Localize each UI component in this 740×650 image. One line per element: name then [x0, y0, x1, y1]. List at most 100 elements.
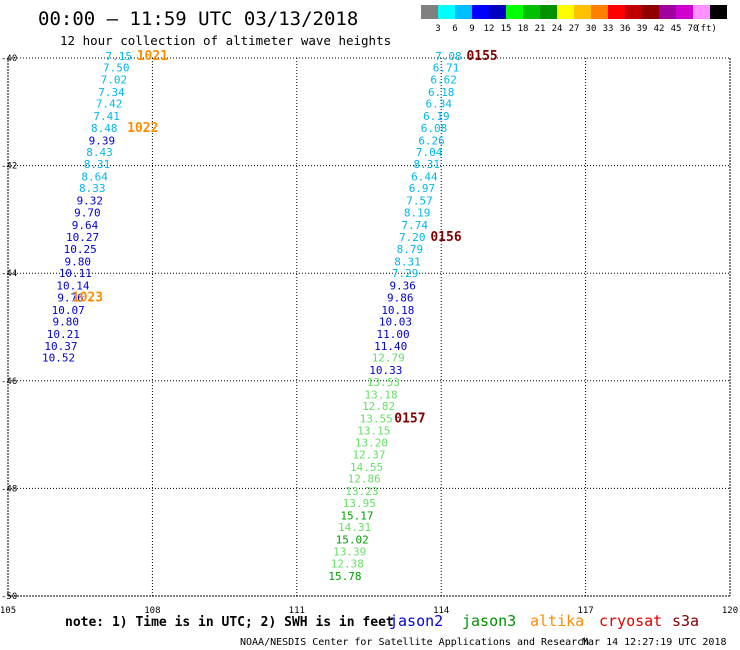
wave-height-value: 8.19 [404, 206, 431, 219]
lon-tick-label: 114 [433, 606, 449, 616]
colorbar-label: 21 [535, 24, 546, 34]
wave-height-value: 13.23 [345, 485, 378, 498]
footer-note: note: 1) Time is in UTC; 2) SWH is in fe… [65, 615, 394, 630]
wave-height-value: 8.31 [84, 158, 111, 171]
wave-height-value: 7.42 [96, 98, 123, 111]
satellite-legend-item: jason2 [389, 612, 443, 630]
pass-time-label: 1022 [127, 121, 158, 136]
lat-tick-label: -48 [1, 484, 17, 494]
colorbar-swatch [676, 5, 693, 19]
lat-tick-label: -42 [1, 162, 17, 172]
wave-height-value: 10.25 [64, 243, 97, 256]
wave-height-value: 10.52 [42, 352, 75, 365]
wave-height-value: 10.33 [369, 364, 402, 377]
lat-tick-label: -44 [1, 269, 17, 279]
pass-time-label: 0157 [394, 411, 425, 426]
page-title: 00:00 – 11:59 UTC 03/13/2018 [38, 8, 358, 30]
satellite-legend: jason2 jason3 altika cryosat s3a [389, 612, 699, 630]
footer: note: 1) Time is in UTC; 2) SWH is in fe… [65, 612, 727, 648]
wave-height-value: 12.79 [372, 352, 405, 365]
wave-height-value: 7.20 [399, 231, 426, 244]
wave-height-value: 7.02 [101, 74, 128, 87]
colorbar-swatch [574, 5, 591, 19]
wave-height-value: 9.76 [57, 291, 84, 304]
wave-height-value: 10.03 [379, 316, 412, 329]
wave-height-value: 12.82 [362, 400, 395, 413]
wave-height-value: 10.14 [56, 280, 89, 293]
wave-height-value: 13.39 [333, 545, 366, 558]
wave-height-value: 13.53 [367, 376, 400, 389]
wave-height-value: 9.64 [72, 219, 99, 232]
wave-height-value: 6.26 [418, 134, 445, 147]
wave-height-value: 12.37 [352, 449, 385, 462]
wave-height-value: 7.15 [105, 50, 132, 63]
colorbar-label: 70 [688, 24, 699, 34]
lon-tick-label: 105 [0, 606, 16, 616]
colorbar-unit: (ft) [695, 24, 717, 34]
wave-height-value: 10.21 [47, 328, 80, 341]
lat-tick-label: -46 [1, 377, 17, 387]
wave-height-value: 6.19 [423, 110, 450, 123]
wave-height-value: 13.95 [343, 497, 376, 510]
wave-height-value: 14.55 [350, 461, 383, 474]
lon-tick-label: 117 [577, 606, 593, 616]
wave-height-value: 7.50 [103, 62, 130, 75]
wave-height-value: 6.08 [421, 122, 448, 135]
footer-credit: NOAA/NESDIS Center for Satellite Applica… [240, 637, 589, 648]
satellite-legend-item: altika [530, 612, 584, 630]
wave-height-value: 9.80 [65, 255, 92, 268]
satellite-track: 7.157.507.027.347.427.418.489.398.438.31… [42, 49, 168, 365]
wave-height-value: 15.02 [336, 534, 369, 547]
altimeter-tracks: 7.157.507.027.347.427.418.489.398.438.31… [42, 49, 498, 583]
wave-height-value: 9.86 [387, 291, 414, 304]
colorbar-swatch [608, 5, 625, 19]
colorbar-swatch [455, 5, 472, 19]
wave-height-value: 7.41 [93, 110, 120, 123]
wave-height-value: 9.36 [389, 280, 416, 293]
wave-height-value: 11.40 [374, 340, 407, 353]
colorbar-label: 27 [569, 24, 580, 34]
wave-height-value: 10.18 [381, 304, 414, 317]
lon-tick-label: 108 [144, 606, 160, 616]
wave-height-value: 10.07 [52, 304, 85, 317]
satellite-legend-item: s3a [672, 612, 699, 630]
page-subtitle: 12 hour collection of altimeter wave hei… [60, 33, 391, 48]
colorbar-swatch [540, 5, 557, 19]
map-grid: 105 108 111 114 117 120 -40 -42 -44 -46 -48 -50 [0, 54, 738, 616]
colorbar-swatch [506, 5, 523, 19]
wave-height-value: 6.44 [411, 170, 438, 183]
wave-height-value: 8.31 [394, 255, 421, 268]
wave-height-value: 15.78 [328, 570, 361, 583]
wave-height-value: 12.38 [331, 558, 364, 571]
wave-height-value: 12.86 [348, 473, 381, 486]
wave-height-value: 7.57 [406, 195, 433, 208]
colorbar-label: 6 [452, 24, 457, 34]
wave-height-value: 13.20 [355, 437, 388, 450]
satellite-track: 7.086.716.626.186.346.196.086.267.048.31… [328, 49, 497, 583]
header: 00:00 – 11:59 UTC 03/13/2018 12 hour col… [38, 8, 391, 48]
colorbar-label: 12 [484, 24, 495, 34]
colorbar-label: 42 [654, 24, 665, 34]
pass-time-label: 0156 [430, 230, 461, 245]
wave-height-value: 9.39 [89, 134, 116, 147]
colorbar-swatch [523, 5, 540, 19]
wave-height-value: 8.31 [414, 158, 441, 171]
colorbar-swatch [625, 5, 642, 19]
pass-time-label: 1023 [72, 290, 103, 305]
wave-height-value: 8.33 [79, 182, 106, 195]
wave-height-value: 13.18 [364, 388, 397, 401]
wave-height-value: 10.27 [66, 231, 99, 244]
wave-height-value: 7.29 [392, 267, 419, 280]
colorbar-label: 39 [637, 24, 648, 34]
pass-time-label: 1021 [137, 49, 168, 64]
colorbar-label: 18 [518, 24, 529, 34]
lon-tick-label: 111 [289, 606, 305, 616]
lat-tick-label: -40 [1, 54, 17, 64]
wave-height-value: 9.32 [77, 195, 104, 208]
wave-height-value: 10.37 [44, 340, 77, 353]
wave-height-value: 10.11 [59, 267, 92, 280]
colorbar-label: 9 [469, 24, 474, 34]
wave-height-value: 6.34 [426, 98, 453, 111]
colorbar-swatch [421, 5, 438, 19]
satellite-legend-item: jason3 [462, 612, 516, 630]
